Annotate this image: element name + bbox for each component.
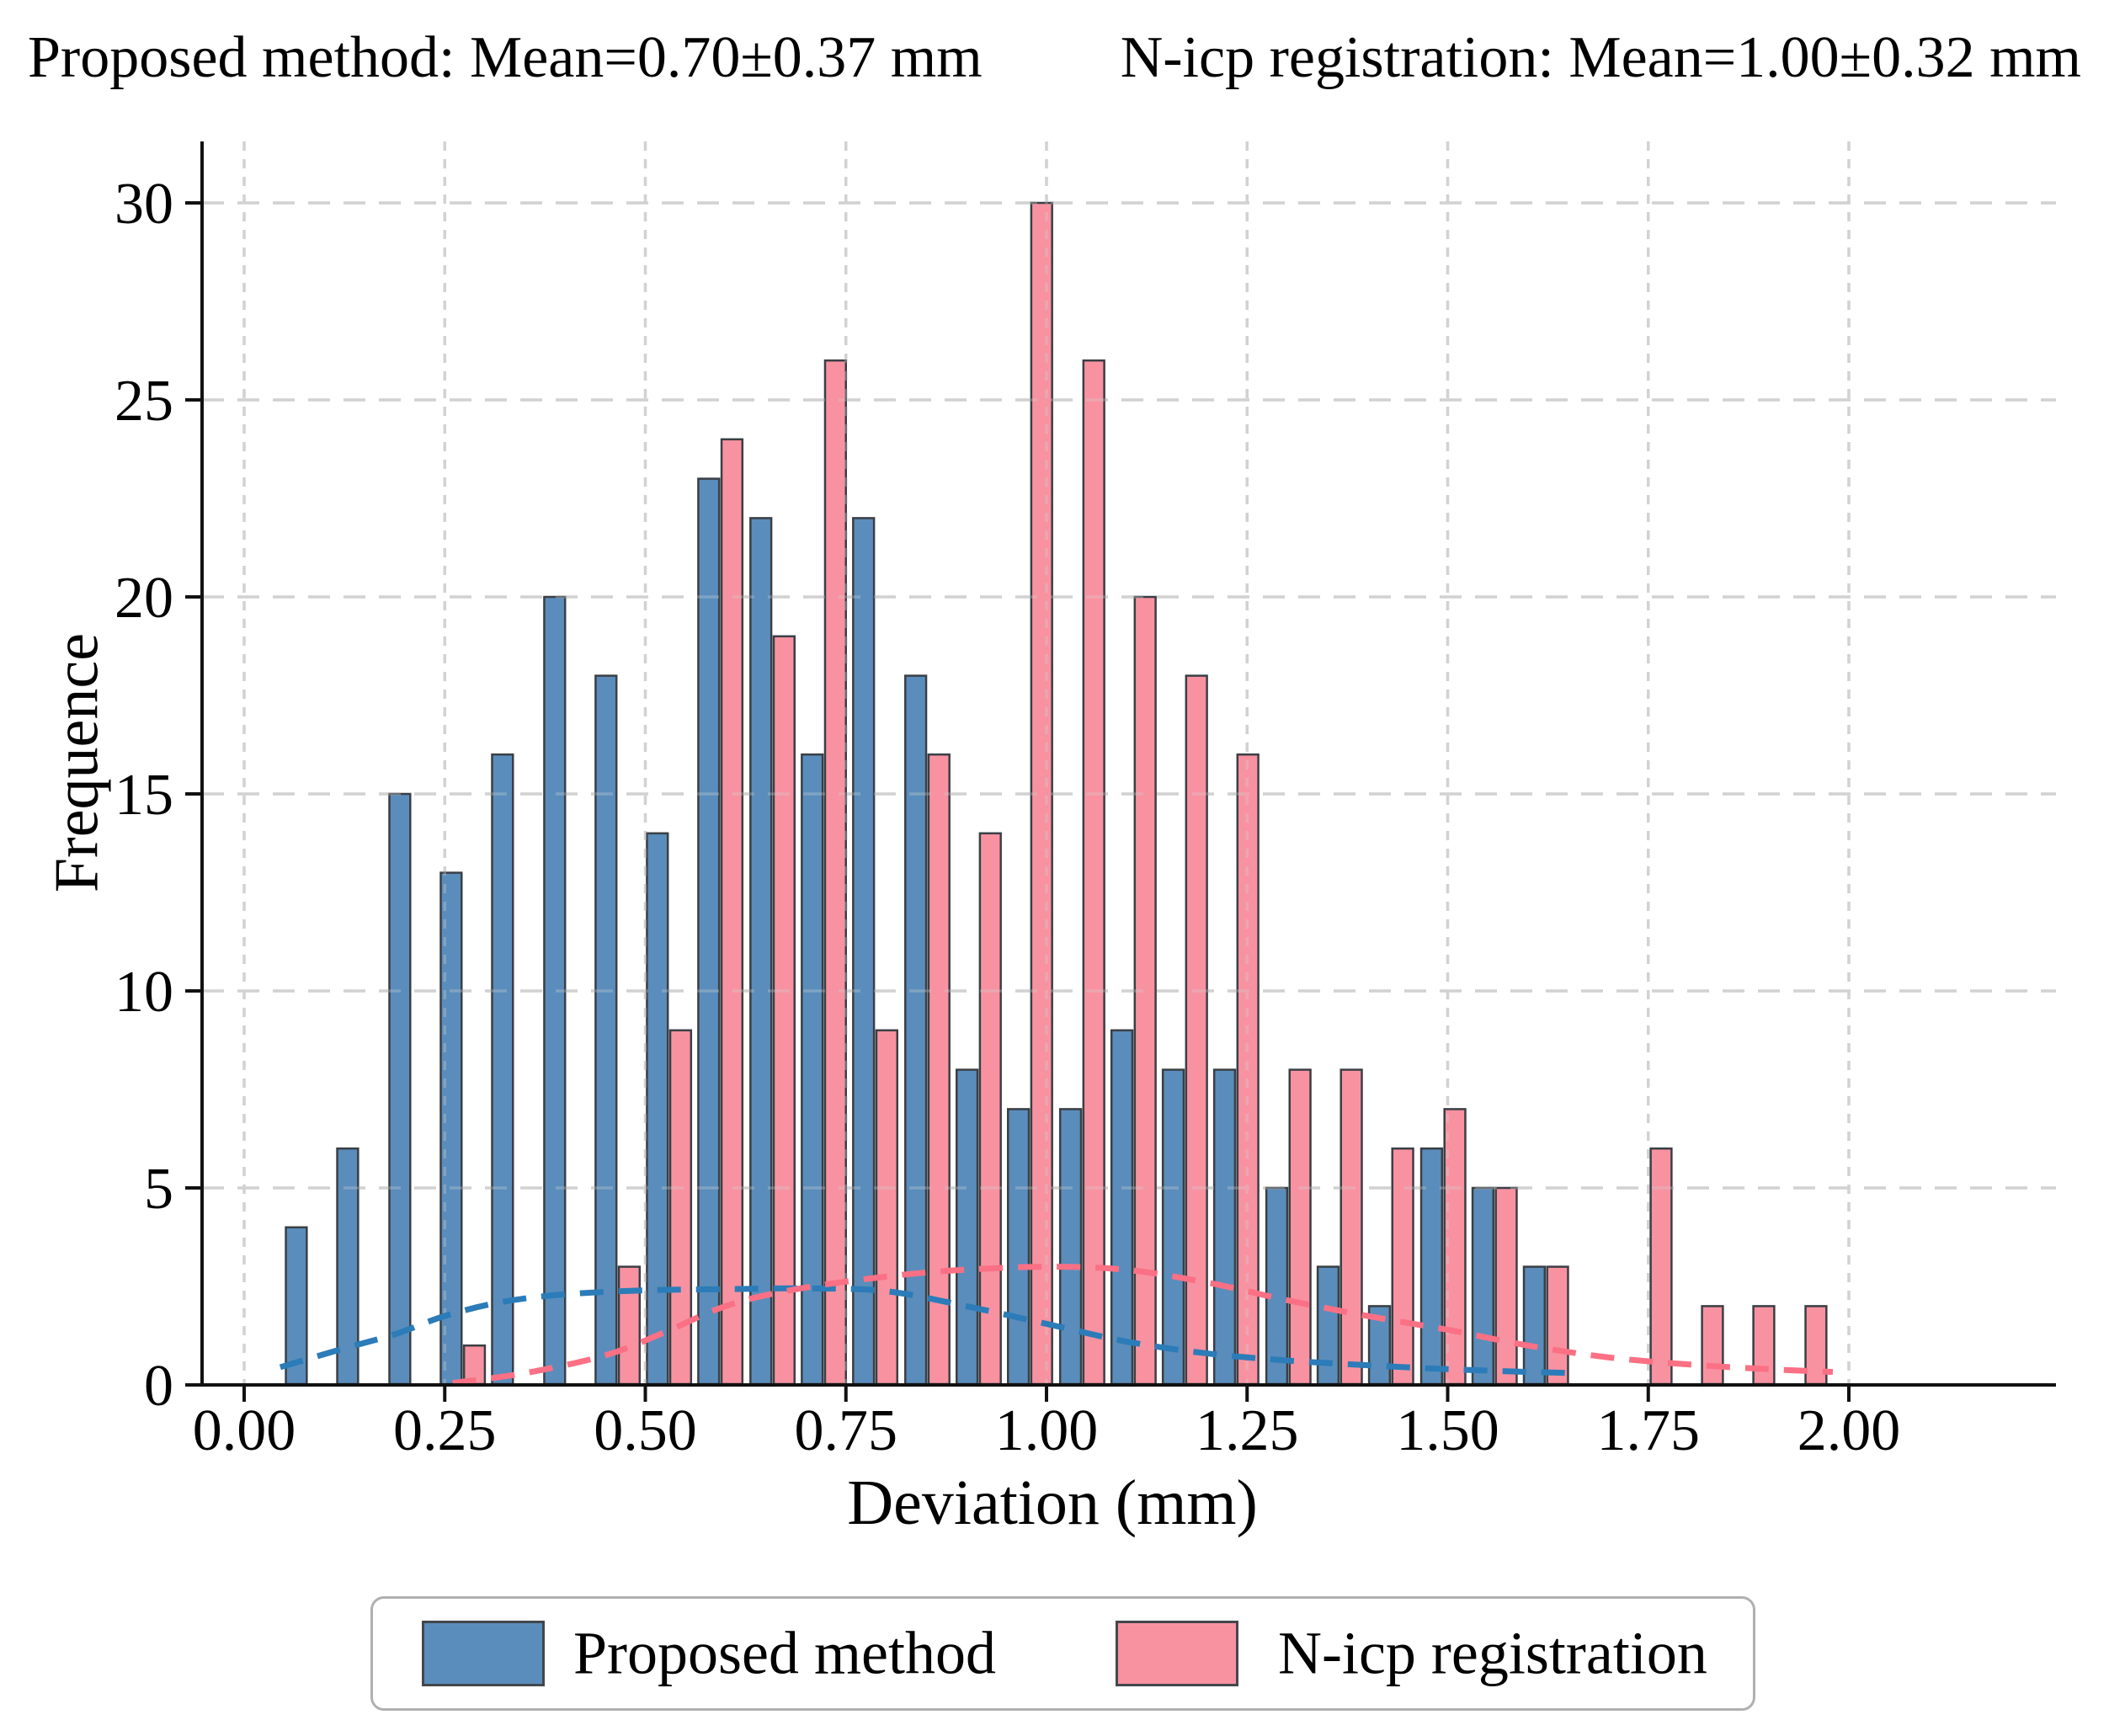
histogram-bar [1316,1265,1340,1386]
title-proposed-method-stats: Proposed method: Mean=0.70±0.37 mm [28,25,983,90]
histogram-bar [772,635,796,1386]
y-axis-label: Frequence [42,632,112,893]
histogram-bar [749,517,773,1386]
y-tick-label: 0 [144,1354,173,1419]
x-tick-label: 1.25 [1196,1398,1299,1463]
histogram-bar [1339,1068,1363,1386]
histogram-bar [1007,1108,1031,1386]
legend-swatch-proposed-method [422,1621,545,1686]
legend-label-proposed-method: Proposed method [573,1619,996,1687]
y-tick-label: 20 [115,566,173,631]
histogram-bar [1030,201,1053,1386]
histogram-bar [668,1029,693,1386]
histogram-bar [617,1265,642,1386]
histogram-bar [491,753,514,1386]
histogram-bar [1522,1265,1547,1386]
histogram-bar [1133,595,1157,1386]
kde-curve-nicp-registration [452,1264,1834,1387]
x-tick-label: 1.50 [1396,1398,1499,1463]
histogram-bar [1419,1147,1444,1386]
histogram-bar [1058,1108,1083,1386]
legend-swatch-nicp-registration [1116,1621,1238,1686]
histogram-bar [720,438,744,1386]
histogram-bar [439,871,463,1386]
histogram-bar [1649,1147,1673,1386]
histogram-bar [904,674,928,1386]
histogram-bar [594,674,618,1386]
histogram-bar [1212,1068,1237,1386]
y-tick-label: 25 [115,369,173,434]
histogram-bar [1391,1147,1414,1386]
kde-curve-proposed-method [279,1285,1577,1377]
histogram-bar [978,832,1002,1386]
figure-title-row: Proposed method: Mean=0.70±0.37 mm N-icp… [0,25,2109,90]
title-nicp-stats: N-icp registration: Mean=1.00±0.32 mm [1120,25,2081,90]
x-tick-label: 0.25 [393,1398,497,1463]
histogram-bar [1546,1265,1569,1386]
y-tick-label: 5 [144,1157,173,1222]
x-tick-label: 0.75 [795,1398,898,1463]
x-tick-label: 2.00 [1797,1398,1901,1463]
histogram-bar [1161,1068,1185,1386]
histogram-bar [336,1147,359,1386]
y-tick-label: 10 [115,960,173,1025]
bars-proposed-method [285,477,1547,1386]
legend-box: Proposed method N-icp registration [370,1596,1755,1711]
histogram-bar [1110,1029,1134,1386]
x-tick-label: 1.75 [1597,1398,1701,1463]
histogram-bar [875,1029,898,1386]
x-axis-label: Deviation (mm) [847,1467,1258,1538]
histogram-bar [1471,1186,1495,1386]
y-tick-label: 15 [115,763,173,828]
histogram-bar [1494,1186,1518,1386]
histogram-bar [388,792,412,1386]
histogram-bar [1752,1305,1776,1386]
histogram-bar [543,595,567,1386]
x-tick-label: 0.00 [193,1398,296,1463]
histogram-bar [1265,1186,1289,1386]
histogram-bar [697,477,721,1386]
y-tick-label: 30 [115,172,173,237]
histogram-bar [927,753,951,1386]
bars-nicp-registration [462,201,1828,1386]
histogram-bar [823,359,847,1386]
histogram-bar [1082,359,1105,1386]
histogram-bar [1288,1068,1312,1386]
histogram-bar [801,753,824,1386]
histogram-bar [646,832,669,1386]
histogram-bar [1701,1305,1724,1386]
axes: 0.00 0.25 0.50 0.75 1.00 1.25 1.50 1.75 2.00 0 5 10… [115,141,2056,1463]
x-tick-label: 1.00 [995,1398,1099,1463]
histogram-bar [285,1226,308,1386]
histogram-bar [852,517,876,1386]
legend-label-nicp-registration: N-icp registration [1278,1619,1707,1687]
histogram-bar [956,1068,979,1386]
x-tick-label: 0.50 [594,1398,697,1463]
gridlines-over [202,141,2056,1385]
